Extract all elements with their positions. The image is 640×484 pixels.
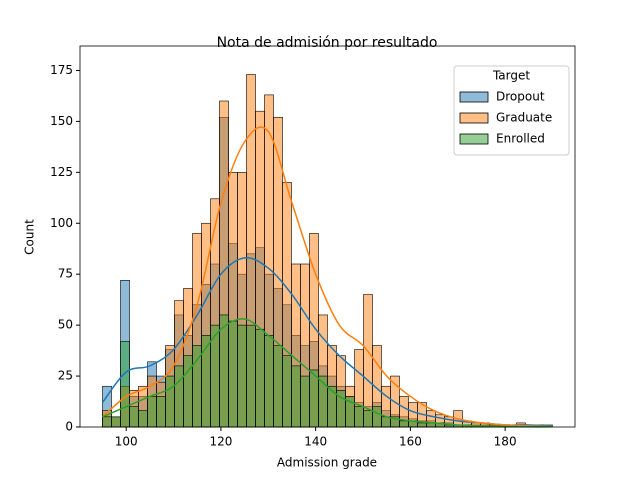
legend-swatch (459, 91, 489, 103)
bar (237, 324, 247, 428)
chart-title: Nota de admisión por resultado (217, 35, 438, 51)
bar (282, 355, 292, 428)
bar (102, 416, 112, 428)
y-tick-label: 25 (58, 369, 73, 383)
y-tick-label: 125 (50, 165, 73, 179)
x-tick-label: 180 (494, 435, 517, 449)
legend-box (453, 65, 570, 156)
x-tick-label: 140 (304, 435, 327, 449)
bar (399, 420, 409, 428)
kde-line (102, 318, 553, 428)
bar (129, 406, 139, 428)
y-tick-label: 100 (50, 216, 73, 230)
bar (417, 422, 427, 428)
x-axis-label: Admission grade (277, 456, 377, 470)
bar (228, 320, 238, 428)
bar (354, 406, 364, 428)
x-tick-label: 100 (115, 435, 138, 449)
bar (165, 375, 175, 428)
bar (381, 416, 391, 428)
bar (111, 416, 121, 428)
bar (363, 410, 373, 428)
bar (246, 324, 256, 428)
y-tick-label: 75 (58, 267, 73, 281)
bar (264, 335, 274, 428)
bar (192, 345, 202, 428)
y-tick-label: 0 (65, 420, 73, 434)
bar (300, 375, 310, 428)
y-tick-label: 175 (50, 63, 73, 77)
bar (327, 385, 337, 428)
bar (219, 314, 229, 428)
legend-swatch (459, 112, 489, 124)
bar (156, 396, 166, 428)
y-tick-label: 50 (58, 318, 73, 332)
kde-line (102, 126, 553, 428)
plot-frame (79, 45, 576, 428)
legend-label: Graduate (496, 111, 552, 125)
x-tick-label: 160 (399, 435, 422, 449)
bar (309, 369, 319, 428)
bar (291, 365, 301, 428)
bar (147, 396, 157, 428)
bar (174, 365, 184, 428)
bar (273, 345, 283, 428)
legend-swatch (459, 133, 489, 145)
legend-title: Target (492, 69, 530, 83)
y-axis-label: Count (23, 219, 37, 255)
y-tick-label: 150 (50, 114, 73, 128)
x-tick-label: 120 (209, 435, 232, 449)
legend-label: Dropout (496, 90, 545, 104)
bar (255, 328, 265, 428)
legend: Target Dropout Graduate Enrolled (453, 65, 570, 156)
bar (372, 406, 382, 428)
legend-label: Enrolled (496, 132, 545, 146)
bar (138, 410, 148, 428)
bar (120, 341, 130, 428)
